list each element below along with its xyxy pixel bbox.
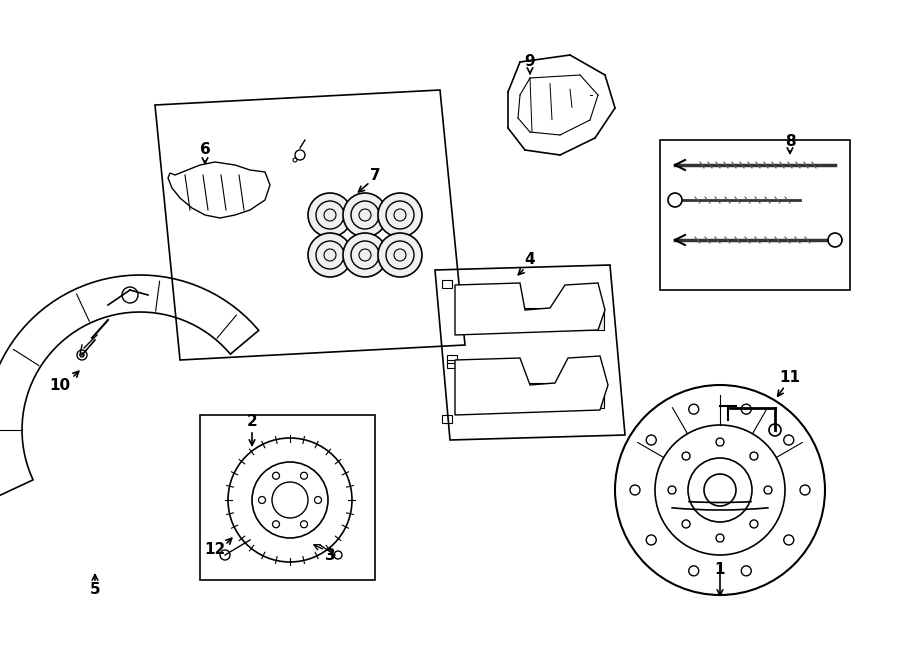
- Polygon shape: [455, 283, 605, 335]
- Bar: [447, 355, 457, 363]
- Bar: [200, 415, 375, 580]
- Bar: [447, 360, 457, 368]
- Text: 6: 6: [200, 143, 211, 157]
- Text: 5: 5: [90, 582, 100, 598]
- Bar: [442, 415, 452, 423]
- Circle shape: [378, 233, 422, 277]
- Circle shape: [343, 193, 387, 237]
- Polygon shape: [0, 275, 258, 496]
- Text: 2: 2: [247, 414, 257, 430]
- Polygon shape: [168, 162, 270, 218]
- Circle shape: [378, 193, 422, 237]
- Text: 12: 12: [204, 543, 226, 557]
- Text: 11: 11: [779, 371, 800, 385]
- Bar: [660, 140, 850, 290]
- Text: 10: 10: [50, 377, 70, 393]
- Circle shape: [343, 233, 387, 277]
- Bar: [442, 280, 452, 288]
- Circle shape: [308, 193, 352, 237]
- Polygon shape: [455, 356, 608, 415]
- Text: 8: 8: [785, 134, 796, 149]
- Text: 3: 3: [325, 547, 336, 563]
- Circle shape: [828, 233, 842, 247]
- Circle shape: [308, 233, 352, 277]
- Text: 4: 4: [525, 253, 535, 268]
- Text: 1: 1: [715, 563, 725, 578]
- Text: 7: 7: [370, 167, 381, 182]
- Text: 9: 9: [525, 54, 535, 69]
- Bar: [456, 383, 604, 408]
- Bar: [456, 308, 604, 330]
- Circle shape: [668, 193, 682, 207]
